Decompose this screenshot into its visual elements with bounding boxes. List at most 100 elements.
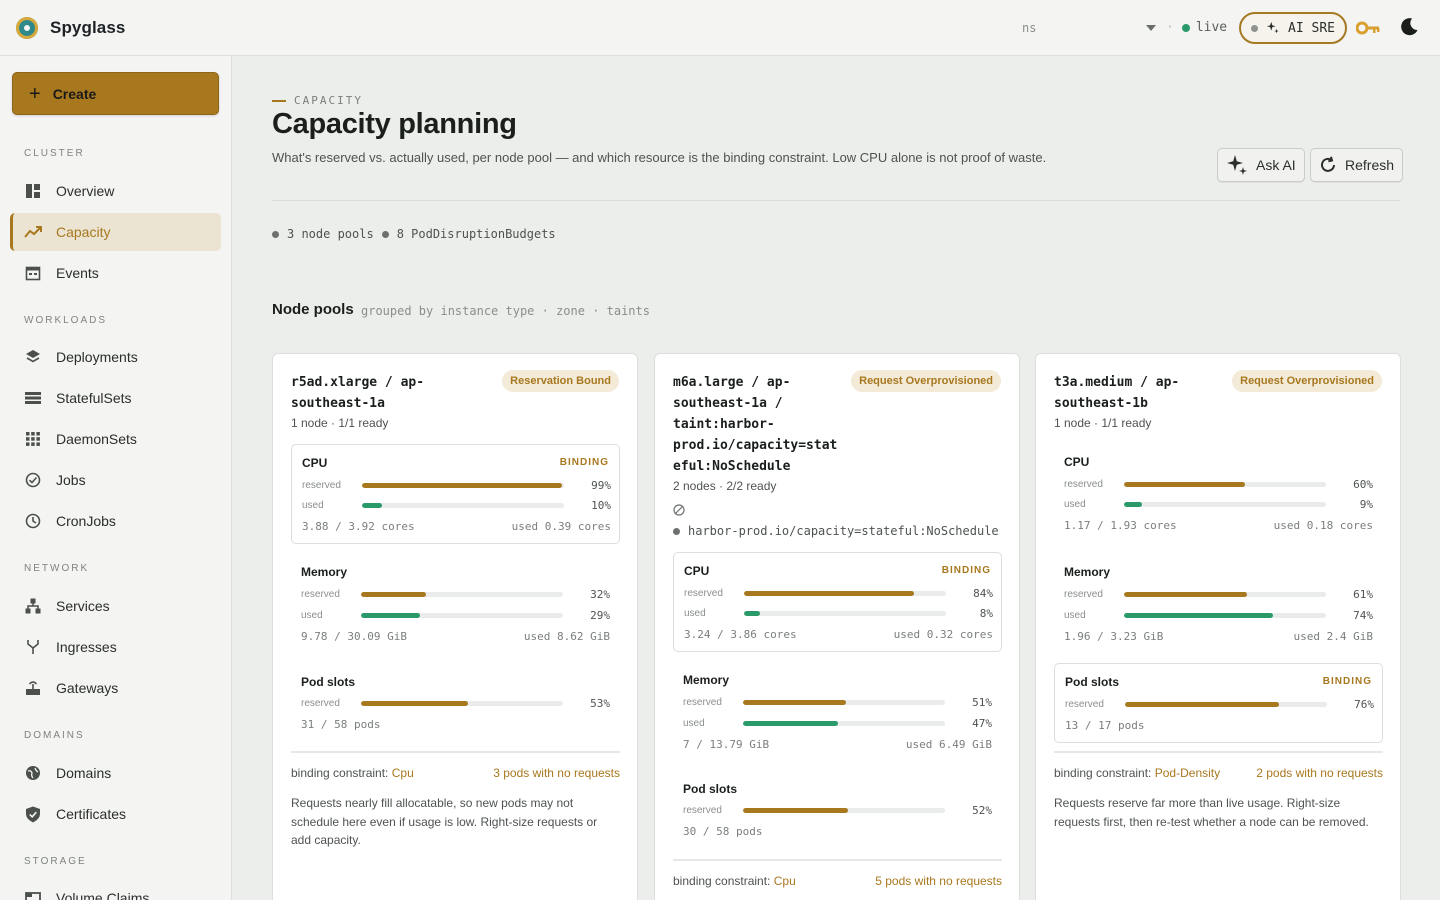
used-bar: used 10% [302, 498, 611, 512]
pool-meta: 1 node · 1/1 ready [1054, 416, 1152, 430]
page-description: What's reserved vs. actually used, per n… [272, 150, 1047, 165]
sidebar-item-ingresses[interactable]: Ingresses [10, 628, 221, 666]
reserved-bar: reserved 60% [1064, 477, 1373, 491]
top-bar: Spyglass ns · live AI SRE [0, 0, 1440, 56]
sidebar-item-statefulsets[interactable]: StatefulSets [10, 379, 221, 417]
ask-ai-button[interactable]: Ask AI [1217, 148, 1305, 182]
taint-tag: harbor-prod.io/capacity=stateful:NoSched… [673, 524, 999, 538]
no-requests-link[interactable]: 5 pods with no requests [875, 874, 1002, 888]
sidebar-item-events[interactable]: Events [10, 254, 221, 292]
sidebar-item-jobs[interactable]: Jobs [10, 461, 221, 499]
resource-name: Pod slots [1065, 675, 1120, 689]
live-status: · live [1166, 20, 1227, 35]
clock-icon [24, 512, 42, 530]
ai-sre-button[interactable]: AI SRE [1239, 12, 1347, 44]
reserved-fill [1124, 591, 1248, 597]
reserved-fill [362, 482, 562, 488]
reserved-bar: reserved 32% [301, 587, 610, 601]
resource-totals: 3.24 / 3.86 cores used 0.32 cores [684, 628, 993, 641]
reserved-bar: reserved 61% [1064, 587, 1373, 601]
sidebar-item-label: Gateways [56, 680, 119, 696]
used-fill [743, 720, 838, 726]
node-pool-card[interactable]: r5ad.xlarge / ap- southeast-1a Reservati… [272, 353, 638, 900]
fork-icon [24, 638, 42, 656]
no-requests-link[interactable]: 3 pods with no requests [493, 766, 620, 780]
used-bar: used 74% [1064, 608, 1373, 622]
resource-totals: 1.17 / 1.93 cores used 0.18 cores [1064, 519, 1373, 532]
namespace-select[interactable]: ns [1010, 17, 1160, 39]
refresh-label: Refresh [1345, 157, 1395, 173]
reserved-fill [1124, 481, 1246, 487]
key-icon[interactable] [1356, 20, 1380, 36]
status-badge: Request Overprovisioned [1232, 370, 1382, 392]
used-bar: used 29% [301, 608, 610, 622]
eyebrow-dash [272, 99, 286, 102]
card-divider [673, 859, 1002, 861]
resource-pod-slots: Pod slots BINDING reserved 76% 13 / 17 p… [1054, 663, 1383, 743]
spyglass-logo-icon [16, 17, 38, 39]
resource-name: Pod slots [683, 782, 738, 796]
used-fill [361, 612, 420, 618]
create-button[interactable]: + Create [12, 72, 219, 115]
sidebar-item-label: DaemonSets [56, 431, 137, 447]
ask-ai-label: Ask AI [1256, 157, 1296, 173]
grid-icon [24, 430, 42, 448]
sidebar-item-domains[interactable]: Domains [10, 754, 221, 792]
used-fill [744, 610, 761, 616]
sidebar-item-label: Jobs [56, 472, 86, 488]
used-fill [1124, 612, 1274, 618]
sidebar-item-certificates[interactable]: Certificates [10, 795, 221, 833]
resource-totals: 31 / 58 pods [301, 718, 381, 731]
node-pool-card[interactable]: t3a.medium / ap- southeast-1b Request Ov… [1035, 353, 1401, 900]
reserved-fill [743, 807, 849, 813]
binding-constraint: binding constraint: Cpu 3 pods with no r… [291, 766, 620, 780]
reserved-bar: reserved 84% [684, 586, 993, 600]
sidebar-item-volume-claims[interactable]: Volume Claims [10, 879, 221, 900]
sidebar-item-deployments[interactable]: Deployments [10, 338, 221, 376]
eyebrow-label: CAPACITY [294, 94, 363, 107]
section-label-storage: STORAGE [24, 856, 87, 867]
sidebar-item-gateways[interactable]: Gateways [10, 669, 221, 707]
sidebar-item-capacity[interactable]: Capacity [10, 213, 221, 251]
binding-constraint: binding constraint: Pod-Density 2 pods w… [1054, 766, 1383, 780]
sidebar-item-cronjobs[interactable]: CronJobs [10, 502, 221, 540]
pdb-count: 8 PodDisruptionBudgets [396, 227, 556, 241]
node-pool-card[interactable]: m6a.large / ap- southeast-1a / taint:har… [654, 353, 1020, 900]
reserved-bar: reserved 99% [302, 478, 611, 492]
no-requests-link[interactable]: 2 pods with no requests [1256, 766, 1383, 780]
sparkle-icon [1266, 21, 1279, 34]
pool-meta: 2 nodes · 2/2 ready [673, 479, 777, 493]
sidebar-item-services[interactable]: Services [10, 587, 221, 625]
trending-icon [24, 223, 42, 241]
sidebar-item-label: Events [56, 265, 99, 281]
resource-pod-slots: Pod slots reserved 52% 30 / 58 pods [673, 771, 1002, 871]
reserved-fill [361, 591, 426, 597]
brand[interactable]: Spyglass [16, 17, 125, 39]
refresh-button[interactable]: Refresh [1310, 148, 1404, 182]
reserved-fill [361, 700, 469, 706]
used-bar: used 9% [1064, 497, 1373, 511]
pool-advice: Requests reserve far more than live usag… [1054, 796, 1369, 829]
calendar-icon [24, 264, 42, 282]
sidebar-item-daemonsets[interactable]: DaemonSets [10, 420, 221, 458]
resource-name: Pod slots [301, 675, 356, 689]
resource-totals: 13 / 17 pods [1065, 719, 1145, 732]
resource-totals: 9.78 / 30.09 GiB used 8.62 GiB [301, 630, 610, 643]
reserved-bar: reserved 76% [1065, 697, 1374, 711]
resource-name: CPU [302, 456, 328, 470]
reserved-fill [1125, 701, 1279, 707]
resource-cpu: CPU reserved 60% used 9% 1.17 / 1.93 cor… [1054, 444, 1383, 544]
sidebar-item-label: Deployments [56, 349, 138, 365]
status-badge: Reservation Bound [502, 370, 619, 392]
bullet-dot [272, 230, 279, 238]
reserved-bar: reserved 52% [683, 803, 992, 817]
sidebar-item-overview[interactable]: Overview [10, 172, 221, 210]
moon-icon[interactable] [1399, 17, 1419, 37]
sidebar-item-label: Volume Claims [56, 890, 150, 900]
live-label: live [1195, 20, 1228, 35]
list-icon [24, 389, 42, 407]
binding-flag: BINDING [1322, 676, 1372, 687]
reserved-fill [744, 590, 914, 596]
main-content: CAPACITY Capacity planning What's reserv… [232, 56, 1440, 900]
status-badge: Request Overprovisioned [851, 370, 1001, 392]
